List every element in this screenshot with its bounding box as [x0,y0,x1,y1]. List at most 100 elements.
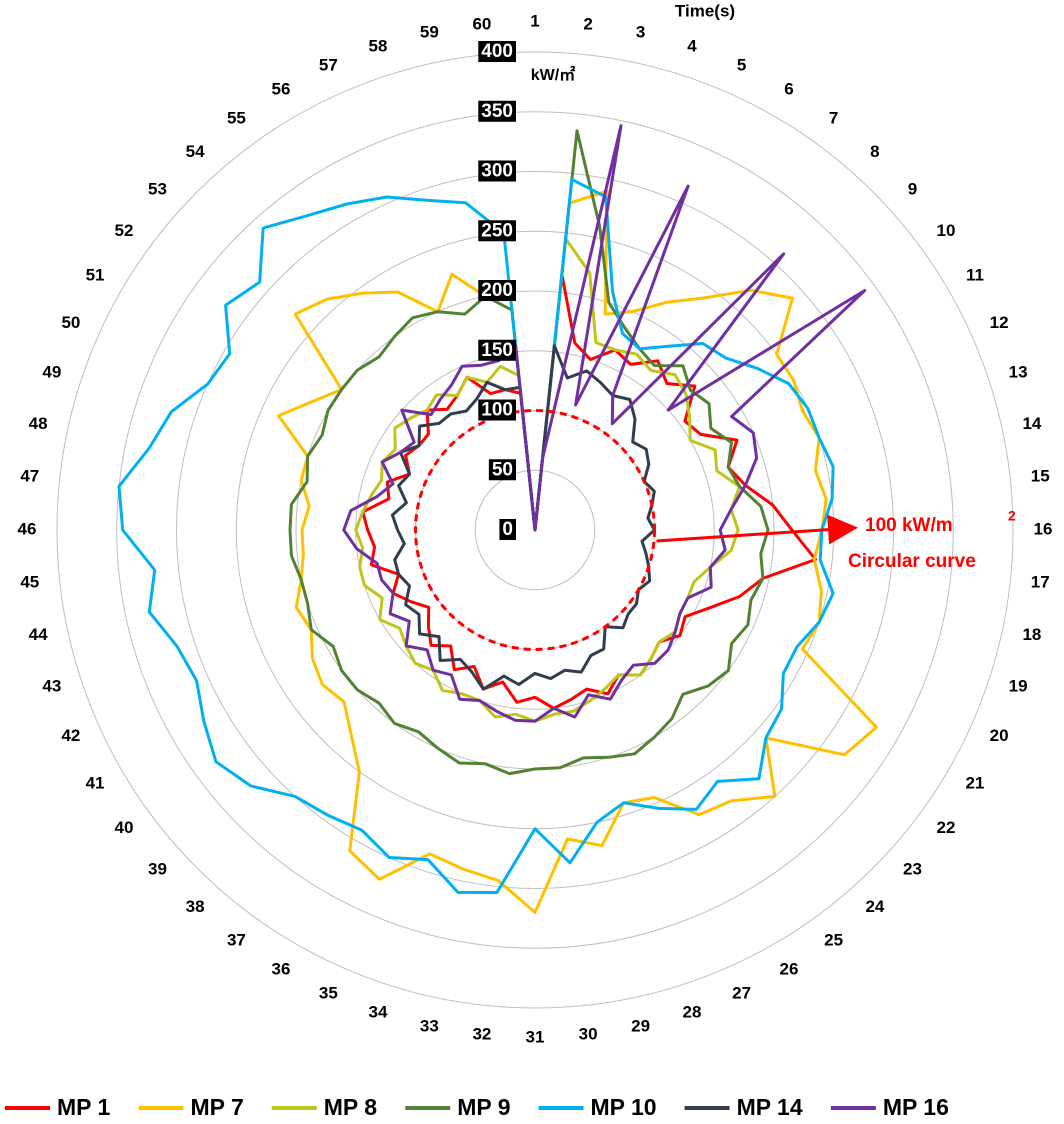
y-tick-box [478,41,516,63]
category-label: 60 [472,14,491,33]
category-label: 2 [583,14,592,33]
category-label: 46 [18,519,37,538]
category-label: 57 [319,55,338,74]
category-label: 17 [1031,573,1050,592]
legend-label: MP 16 [883,1094,949,1120]
category-label: 14 [1022,414,1041,433]
y-axis-title: kW/㎡ [531,65,575,84]
y-tick-label: 350 [481,101,513,122]
overlay: 1 2 34567891011121314151617181920212223242… [5,11,1052,1120]
category-label: 19 [1009,676,1028,695]
legend-label: MP 10 [591,1094,657,1120]
category-label: 6 [784,80,793,99]
legend-label: MP 1 [57,1094,110,1120]
category-label: 21 [965,773,984,792]
category-label: 20 [990,726,1009,745]
category-label: 25 [824,930,843,949]
y-tick-label: 200 [481,280,513,301]
series-lines [117,124,878,914]
category-label: 29 [631,1016,650,1035]
y-tick-box [478,339,516,361]
category-label: 34 [369,1003,388,1022]
grid-ring [176,171,894,889]
category-label: 56 [272,80,291,99]
reference-arrow [656,514,858,545]
y-tick-box [478,160,516,182]
category-label: 9 [908,180,917,199]
x-axis-title: Time(s) [675,1,735,20]
reference-label-sup: 2 [1008,508,1016,524]
category-label: 3 [636,23,645,42]
category-label: 38 [186,897,205,916]
reference-label: 100 kW/m [865,515,953,536]
category-label: 52 [115,221,134,240]
category-label: 30 [579,1025,598,1044]
legend-label: MP 8 [324,1094,377,1120]
category-label: 23 [903,859,922,878]
category-label: 32 [472,1025,491,1044]
category-label: 49 [42,363,61,382]
series-line [390,344,656,691]
category-label: 39 [148,859,167,878]
category-label: 53 [148,180,167,199]
legend-label: MP 7 [190,1094,243,1120]
y-tick-label: 250 [481,220,513,241]
category-label: 28 [683,1003,702,1022]
category-label: 36 [272,959,291,978]
y-tick-label: 0 [502,519,513,540]
grid-ring [116,111,954,949]
category-label: 1 [530,11,539,30]
y-tick-label: 300 [481,161,513,182]
category-label: 27 [732,984,751,1003]
series-line [288,129,770,776]
series-line [342,124,867,723]
category-label: 41 [86,773,105,792]
y-tick-box [478,399,516,421]
category-label: 51 [86,265,105,284]
legend-label: MP 14 [737,1094,803,1120]
category-label: 31 [526,1027,545,1046]
legend-label: MP 9 [457,1094,510,1120]
category-label: 50 [61,313,80,332]
category-label: 4 [687,36,697,55]
category-label: 13 [1009,363,1028,382]
category-label: 7 [829,109,838,128]
category-label: 8 [870,142,879,161]
category-label: 26 [780,959,799,978]
category-label: 33 [420,1016,439,1035]
series-line [117,177,835,894]
category-label: 43 [42,676,61,695]
category-label: 59 [420,23,439,42]
category-label: 22 [937,818,956,837]
grid-ring [56,51,1014,1009]
category-label: 47 [20,466,39,485]
y-tick-box [478,220,516,242]
y-tick-box [499,519,516,541]
category-label: 58 [369,36,388,55]
category-label: 11 [966,265,984,284]
category-label: 45 [20,573,39,592]
y-tick-label: 100 [481,400,513,421]
category-label: 35 [319,984,338,1003]
category-label: 54 [186,142,205,161]
series-line [277,189,878,914]
reference-note: Circular curve [848,551,976,572]
category-label: 24 [865,897,884,916]
reference-circle [414,409,656,651]
category-label: 15 [1031,466,1050,485]
y-tick-label: 150 [481,340,513,361]
category-label: 48 [29,414,48,433]
category-label: 18 [1022,625,1041,644]
y-tick-box [488,459,516,481]
category-label: 55 [227,109,246,128]
y-tick-label: 50 [492,459,513,480]
category-label: 42 [61,726,80,745]
grid-ring [474,469,596,591]
category-label: 16 [1034,519,1053,538]
category-label: 5 [737,55,746,74]
y-tick-label: 400 [481,41,513,62]
category-label: 37 [227,930,246,949]
category-label: 44 [29,625,48,644]
y-tick-box [478,100,516,122]
